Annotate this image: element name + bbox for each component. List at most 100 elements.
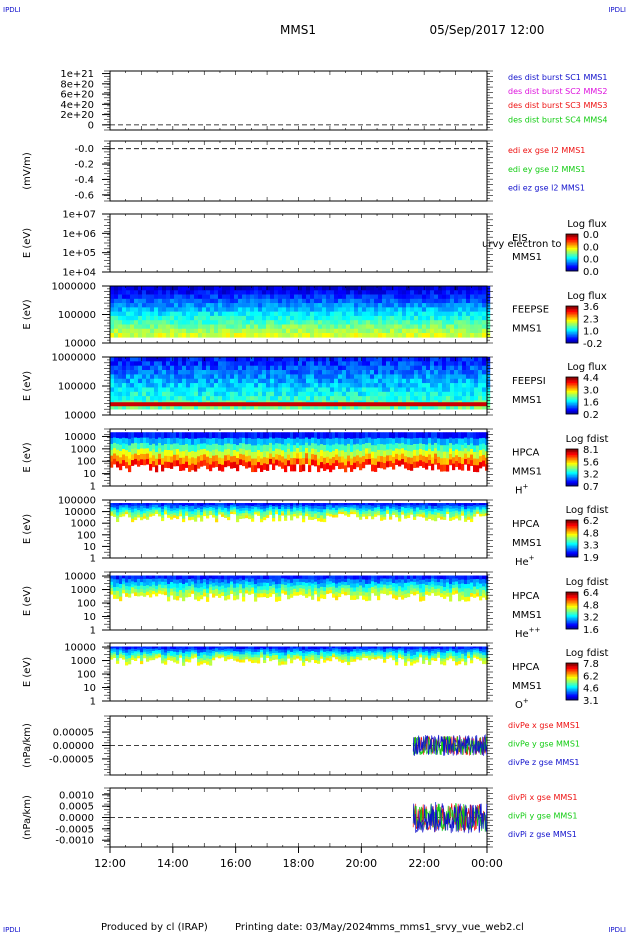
spectrogram-cell xyxy=(258,396,263,401)
spectrogram-cell xyxy=(419,449,423,455)
spectrogram-cell xyxy=(298,378,303,384)
spectrogram-cell xyxy=(254,597,258,602)
spectrogram-cell xyxy=(236,503,240,507)
spectrogram-cell xyxy=(402,370,407,375)
spectrogram-cell xyxy=(320,583,324,588)
spectrogram-cell xyxy=(455,505,459,509)
spectrogram-cell xyxy=(164,508,168,511)
spectrogram-cell xyxy=(290,320,295,325)
spectrogram-cell xyxy=(413,432,417,439)
spectrogram-cell xyxy=(114,307,119,312)
spectrogram-cell xyxy=(338,456,342,463)
spectrogram-cell xyxy=(140,585,144,590)
spectrogram-cell xyxy=(482,357,487,362)
spectrogram-cell xyxy=(428,578,432,583)
spectrogram-cell xyxy=(164,461,168,468)
spectrogram-cell xyxy=(214,383,219,388)
spectrogram-cell xyxy=(186,290,191,295)
spectrogram-cell xyxy=(122,370,127,375)
spectrogram-cell xyxy=(182,286,187,291)
spectrogram-cell xyxy=(154,374,159,380)
spectrogram-cell xyxy=(194,404,199,410)
spectrogram-cell xyxy=(138,357,143,362)
spectrogram-cell xyxy=(395,512,399,515)
y-tick-label: 10 xyxy=(83,542,96,553)
spectrogram-cell xyxy=(191,457,195,464)
spectrogram-cell xyxy=(230,311,235,317)
spectrogram-cell xyxy=(359,575,363,580)
spectrogram-cell xyxy=(310,391,315,397)
spectrogram-cell xyxy=(138,286,143,291)
colorbar-segment xyxy=(566,260,578,263)
spectrogram-cell xyxy=(434,357,439,362)
spectrogram-cell xyxy=(234,370,239,375)
spectrogram-cell xyxy=(428,588,432,593)
spectrogram-cell xyxy=(334,333,339,338)
spectrogram-cell xyxy=(191,463,195,471)
spectrogram-cell xyxy=(110,286,115,291)
spectrogram-cell xyxy=(305,505,309,508)
spectrogram-cell xyxy=(257,444,261,451)
spectrogram-cell xyxy=(377,513,381,516)
colorbar-segment xyxy=(566,464,578,467)
spectrogram-cell xyxy=(386,286,391,291)
spectrogram-cell xyxy=(218,457,222,465)
spectrogram-cell xyxy=(185,511,189,514)
spectrogram-cell xyxy=(258,333,263,338)
spectrogram-cell xyxy=(454,311,459,317)
spectrogram-cell xyxy=(134,365,139,371)
spectrogram-cell xyxy=(461,451,465,458)
spectrogram-cell xyxy=(126,387,131,393)
spectrogram-cell xyxy=(260,445,264,453)
spectrogram-cell xyxy=(158,361,163,366)
spectrogram-cell xyxy=(170,387,175,393)
spectrogram-cell xyxy=(398,509,402,513)
spectrogram-cell xyxy=(482,324,487,330)
spectrogram-cell xyxy=(341,581,345,585)
spectrogram-cell xyxy=(190,391,195,397)
spectrogram-cell xyxy=(266,507,270,511)
spectrogram-cell xyxy=(395,509,399,513)
spectrogram-cell xyxy=(197,583,201,589)
spectrogram-cell xyxy=(374,512,378,515)
spectrogram-cell xyxy=(341,590,345,595)
spectrogram-cell xyxy=(118,357,123,362)
spectrogram-cell xyxy=(239,587,243,591)
spectrogram-cell xyxy=(254,307,259,312)
spectrogram-cell xyxy=(478,286,483,291)
spectrogram-cell xyxy=(166,365,171,371)
spectrogram-cell xyxy=(281,511,285,514)
spectrogram-cell xyxy=(122,298,127,304)
spectrogram-cell xyxy=(317,579,321,585)
spectrogram-cell xyxy=(353,575,357,580)
spectrogram-cell xyxy=(110,378,115,384)
spectrogram-cell xyxy=(368,505,372,508)
colorbar-segment xyxy=(566,550,578,553)
colorbar-title: Log fdist xyxy=(566,505,609,516)
spectrogram-cell xyxy=(398,593,402,598)
spectrogram-cell xyxy=(374,370,379,375)
spectrogram-cell xyxy=(434,442,438,449)
spectrogram-cell xyxy=(452,516,456,520)
spectrogram-cell xyxy=(158,578,162,582)
spectrogram-cell xyxy=(406,391,411,397)
spectrogram-cell xyxy=(122,578,126,582)
spectrogram-cell xyxy=(146,357,151,362)
spectrogram-cell xyxy=(215,455,219,462)
colorbar-segment xyxy=(566,523,578,525)
spectrogram-cell xyxy=(125,593,129,597)
spectrogram-cell xyxy=(404,510,408,514)
spectrogram-cell xyxy=(305,586,309,591)
spectrogram-cell xyxy=(126,328,131,334)
spectrogram-cell xyxy=(317,512,321,516)
spectrogram-cell xyxy=(138,311,143,317)
spectrogram-cell xyxy=(374,507,378,511)
spectrogram-cell xyxy=(250,391,255,397)
spectrogram-cell xyxy=(190,374,195,380)
spectrogram-cell xyxy=(218,387,223,393)
spectrogram-cell xyxy=(486,387,491,393)
spectrogram-cell xyxy=(125,462,129,469)
spectrogram-cell xyxy=(438,290,443,295)
spectrogram-cell xyxy=(234,361,239,366)
spectrogram-cell xyxy=(113,587,117,592)
